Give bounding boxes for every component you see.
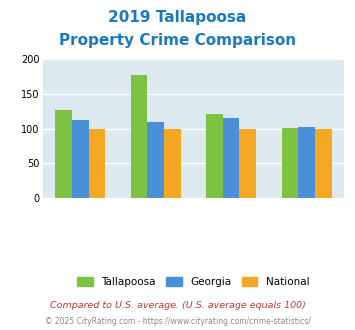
Legend: Tallapoosa, Georgia, National: Tallapoosa, Georgia, National: [73, 273, 313, 291]
Bar: [298, 127, 315, 198]
Bar: [282, 128, 298, 198]
Bar: [240, 129, 256, 198]
Bar: [72, 120, 89, 198]
Bar: [206, 114, 223, 198]
Text: © 2025 CityRating.com - https://www.cityrating.com/crime-statistics/: © 2025 CityRating.com - https://www.city…: [45, 317, 310, 326]
Bar: [164, 129, 181, 198]
Text: Property Crime Comparison: Property Crime Comparison: [59, 33, 296, 48]
Bar: [315, 129, 332, 198]
Text: Compared to U.S. average. (U.S. average equals 100): Compared to U.S. average. (U.S. average …: [50, 301, 305, 310]
Bar: [89, 129, 105, 198]
Bar: [147, 122, 164, 198]
Bar: [55, 110, 72, 198]
Bar: [223, 118, 240, 198]
Bar: [131, 75, 147, 198]
Text: 2019 Tallapoosa: 2019 Tallapoosa: [108, 10, 247, 25]
